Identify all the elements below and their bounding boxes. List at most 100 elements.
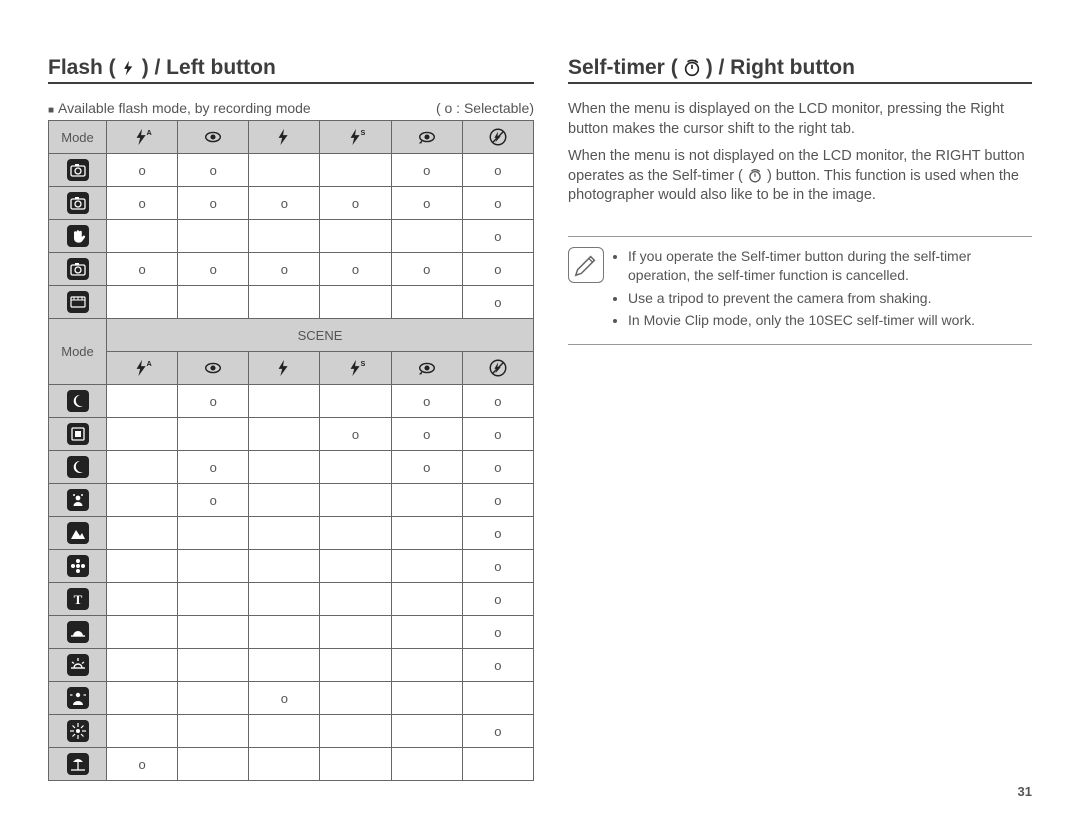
table-cell: o — [320, 418, 391, 451]
scene-text-icon — [67, 588, 89, 610]
table-cell — [320, 154, 391, 187]
note-item: Use a tripod to prevent the camera from … — [628, 289, 1028, 308]
table-cell — [249, 583, 320, 616]
table-cell — [178, 682, 249, 715]
table-cell — [391, 649, 462, 682]
row-head — [49, 253, 107, 286]
table-cell: o — [391, 418, 462, 451]
col-flash-fill — [249, 352, 320, 385]
scene-children-icon — [67, 456, 89, 478]
table-cell: o — [462, 583, 533, 616]
col-flash-slow: S — [320, 121, 391, 154]
scene-closeup-icon — [67, 522, 89, 544]
table-cell — [107, 616, 178, 649]
row-head — [49, 550, 107, 583]
note-item: If you operate the Self-timer button dur… — [628, 247, 1028, 285]
table-cell — [249, 715, 320, 748]
scene-flower-icon — [67, 555, 89, 577]
svg-text:A: A — [147, 359, 153, 368]
table-cell — [391, 748, 462, 781]
table-cell — [107, 286, 178, 319]
svg-text:S: S — [360, 359, 365, 368]
row-head — [49, 286, 107, 319]
table-cell — [107, 385, 178, 418]
scene-sunset-icon — [67, 621, 89, 643]
camera-p-icon — [67, 192, 89, 214]
table-cell — [320, 451, 391, 484]
scene-landscape-icon — [67, 489, 89, 511]
table-cell — [107, 418, 178, 451]
note-list: If you operate the Self-timer button dur… — [614, 247, 1028, 335]
row-head — [49, 418, 107, 451]
table-cell — [391, 286, 462, 319]
row-head — [49, 220, 107, 253]
table-cell: o — [178, 385, 249, 418]
page-number: 31 — [1018, 784, 1032, 799]
table-cell — [249, 550, 320, 583]
table-cell — [249, 484, 320, 517]
note-icon — [568, 247, 604, 283]
table-cell — [178, 418, 249, 451]
col-redeye-fix — [391, 121, 462, 154]
scene-night-icon — [67, 390, 89, 412]
table-cell — [320, 517, 391, 550]
table-cell: o — [462, 616, 533, 649]
table-cell — [320, 385, 391, 418]
flash-mode-table: ModeASooooooooooooooooooModeSCENEASooooo… — [48, 120, 534, 781]
table-cell: o — [249, 253, 320, 286]
table-cell — [320, 616, 391, 649]
table-cell — [462, 682, 533, 715]
table-cell — [249, 385, 320, 418]
table-cell — [107, 715, 178, 748]
col-redeye — [178, 121, 249, 154]
row-head — [49, 484, 107, 517]
table-legend: ( o : Selectable) — [436, 100, 534, 116]
table-cell — [249, 451, 320, 484]
row-head — [49, 616, 107, 649]
table-cell — [249, 286, 320, 319]
row-head — [49, 748, 107, 781]
table-cell — [320, 286, 391, 319]
svg-text:S: S — [360, 128, 365, 137]
table-cell — [178, 517, 249, 550]
table-cell: o — [462, 385, 533, 418]
table-cell: o — [320, 253, 391, 286]
selftimer-para-2: When the menu is not displayed on the LC… — [568, 147, 1032, 206]
table-cell — [320, 550, 391, 583]
table-cell — [462, 748, 533, 781]
table-cell — [391, 682, 462, 715]
heading-timer-pre: Self-timer ( — [568, 56, 678, 80]
table-cell: o — [462, 286, 533, 319]
table-cell — [107, 649, 178, 682]
heading-flash-pre: Flash ( — [48, 56, 116, 80]
table-caption-row: ■ Available flash mode, by recording mode… — [48, 100, 534, 116]
table-caption: Available flash mode, by recording mode — [58, 100, 311, 116]
bullet-icon: ■ — [48, 105, 54, 116]
table-cell — [320, 748, 391, 781]
table-cell — [107, 451, 178, 484]
table-cell: o — [320, 187, 391, 220]
row-head — [49, 385, 107, 418]
table-cell — [178, 748, 249, 781]
table-cell — [391, 484, 462, 517]
table-cell: o — [462, 517, 533, 550]
table-cell: o — [249, 682, 320, 715]
table-cell — [107, 550, 178, 583]
flash-icon — [120, 59, 138, 77]
scene-firework-icon — [67, 720, 89, 742]
table-cell — [320, 715, 391, 748]
mode-header-2: Mode — [49, 319, 107, 385]
row-head — [49, 715, 107, 748]
table-cell: o — [178, 451, 249, 484]
timer-icon-inline — [747, 168, 763, 184]
table-cell: o — [178, 187, 249, 220]
table-cell — [107, 220, 178, 253]
table-cell: o — [249, 187, 320, 220]
table-cell — [178, 220, 249, 253]
table-cell — [391, 715, 462, 748]
table-cell: o — [462, 253, 533, 286]
table-cell: o — [462, 418, 533, 451]
table-cell — [391, 517, 462, 550]
heading-timer-post: ) / Right button — [706, 56, 855, 80]
table-cell — [249, 616, 320, 649]
